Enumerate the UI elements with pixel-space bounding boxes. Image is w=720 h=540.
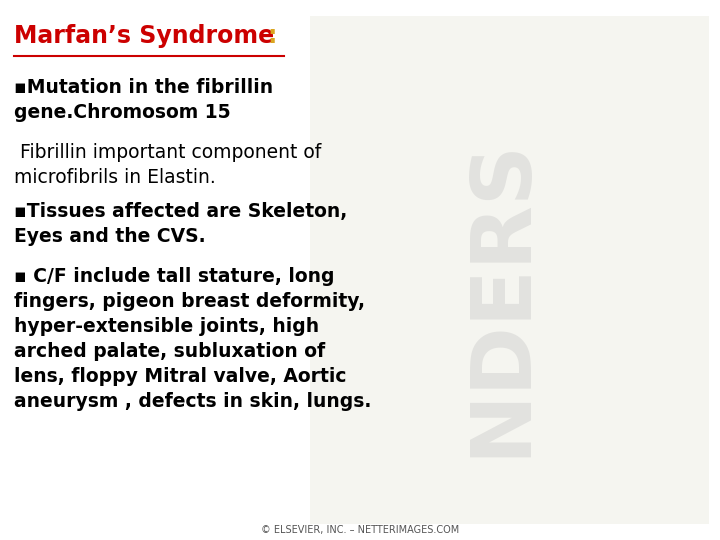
Text: :: : bbox=[268, 24, 277, 48]
Text: Marfan’s Syndrome: Marfan’s Syndrome bbox=[14, 24, 274, 48]
Text: Fibrillin important component of
microfibrils in Elastin.: Fibrillin important component of microfi… bbox=[14, 143, 322, 187]
Bar bbox=[310, 16, 709, 524]
Text: ▪Tissues affected are Skeleton,
Eyes and the CVS.: ▪Tissues affected are Skeleton, Eyes and… bbox=[14, 202, 348, 246]
Text: © ELSEVIER, INC. – NETTERIMAGES.COM: © ELSEVIER, INC. – NETTERIMAGES.COM bbox=[261, 524, 459, 535]
Text: ▪ C/F include tall stature, long
fingers, pigeon breast deformity,
hyper-extensi: ▪ C/F include tall stature, long fingers… bbox=[14, 267, 372, 411]
Text: ▪Mutation in the fibrillin
gene.Chromosom 15: ▪Mutation in the fibrillin gene.Chromoso… bbox=[14, 78, 274, 122]
Text: NDERS: NDERS bbox=[460, 137, 541, 457]
